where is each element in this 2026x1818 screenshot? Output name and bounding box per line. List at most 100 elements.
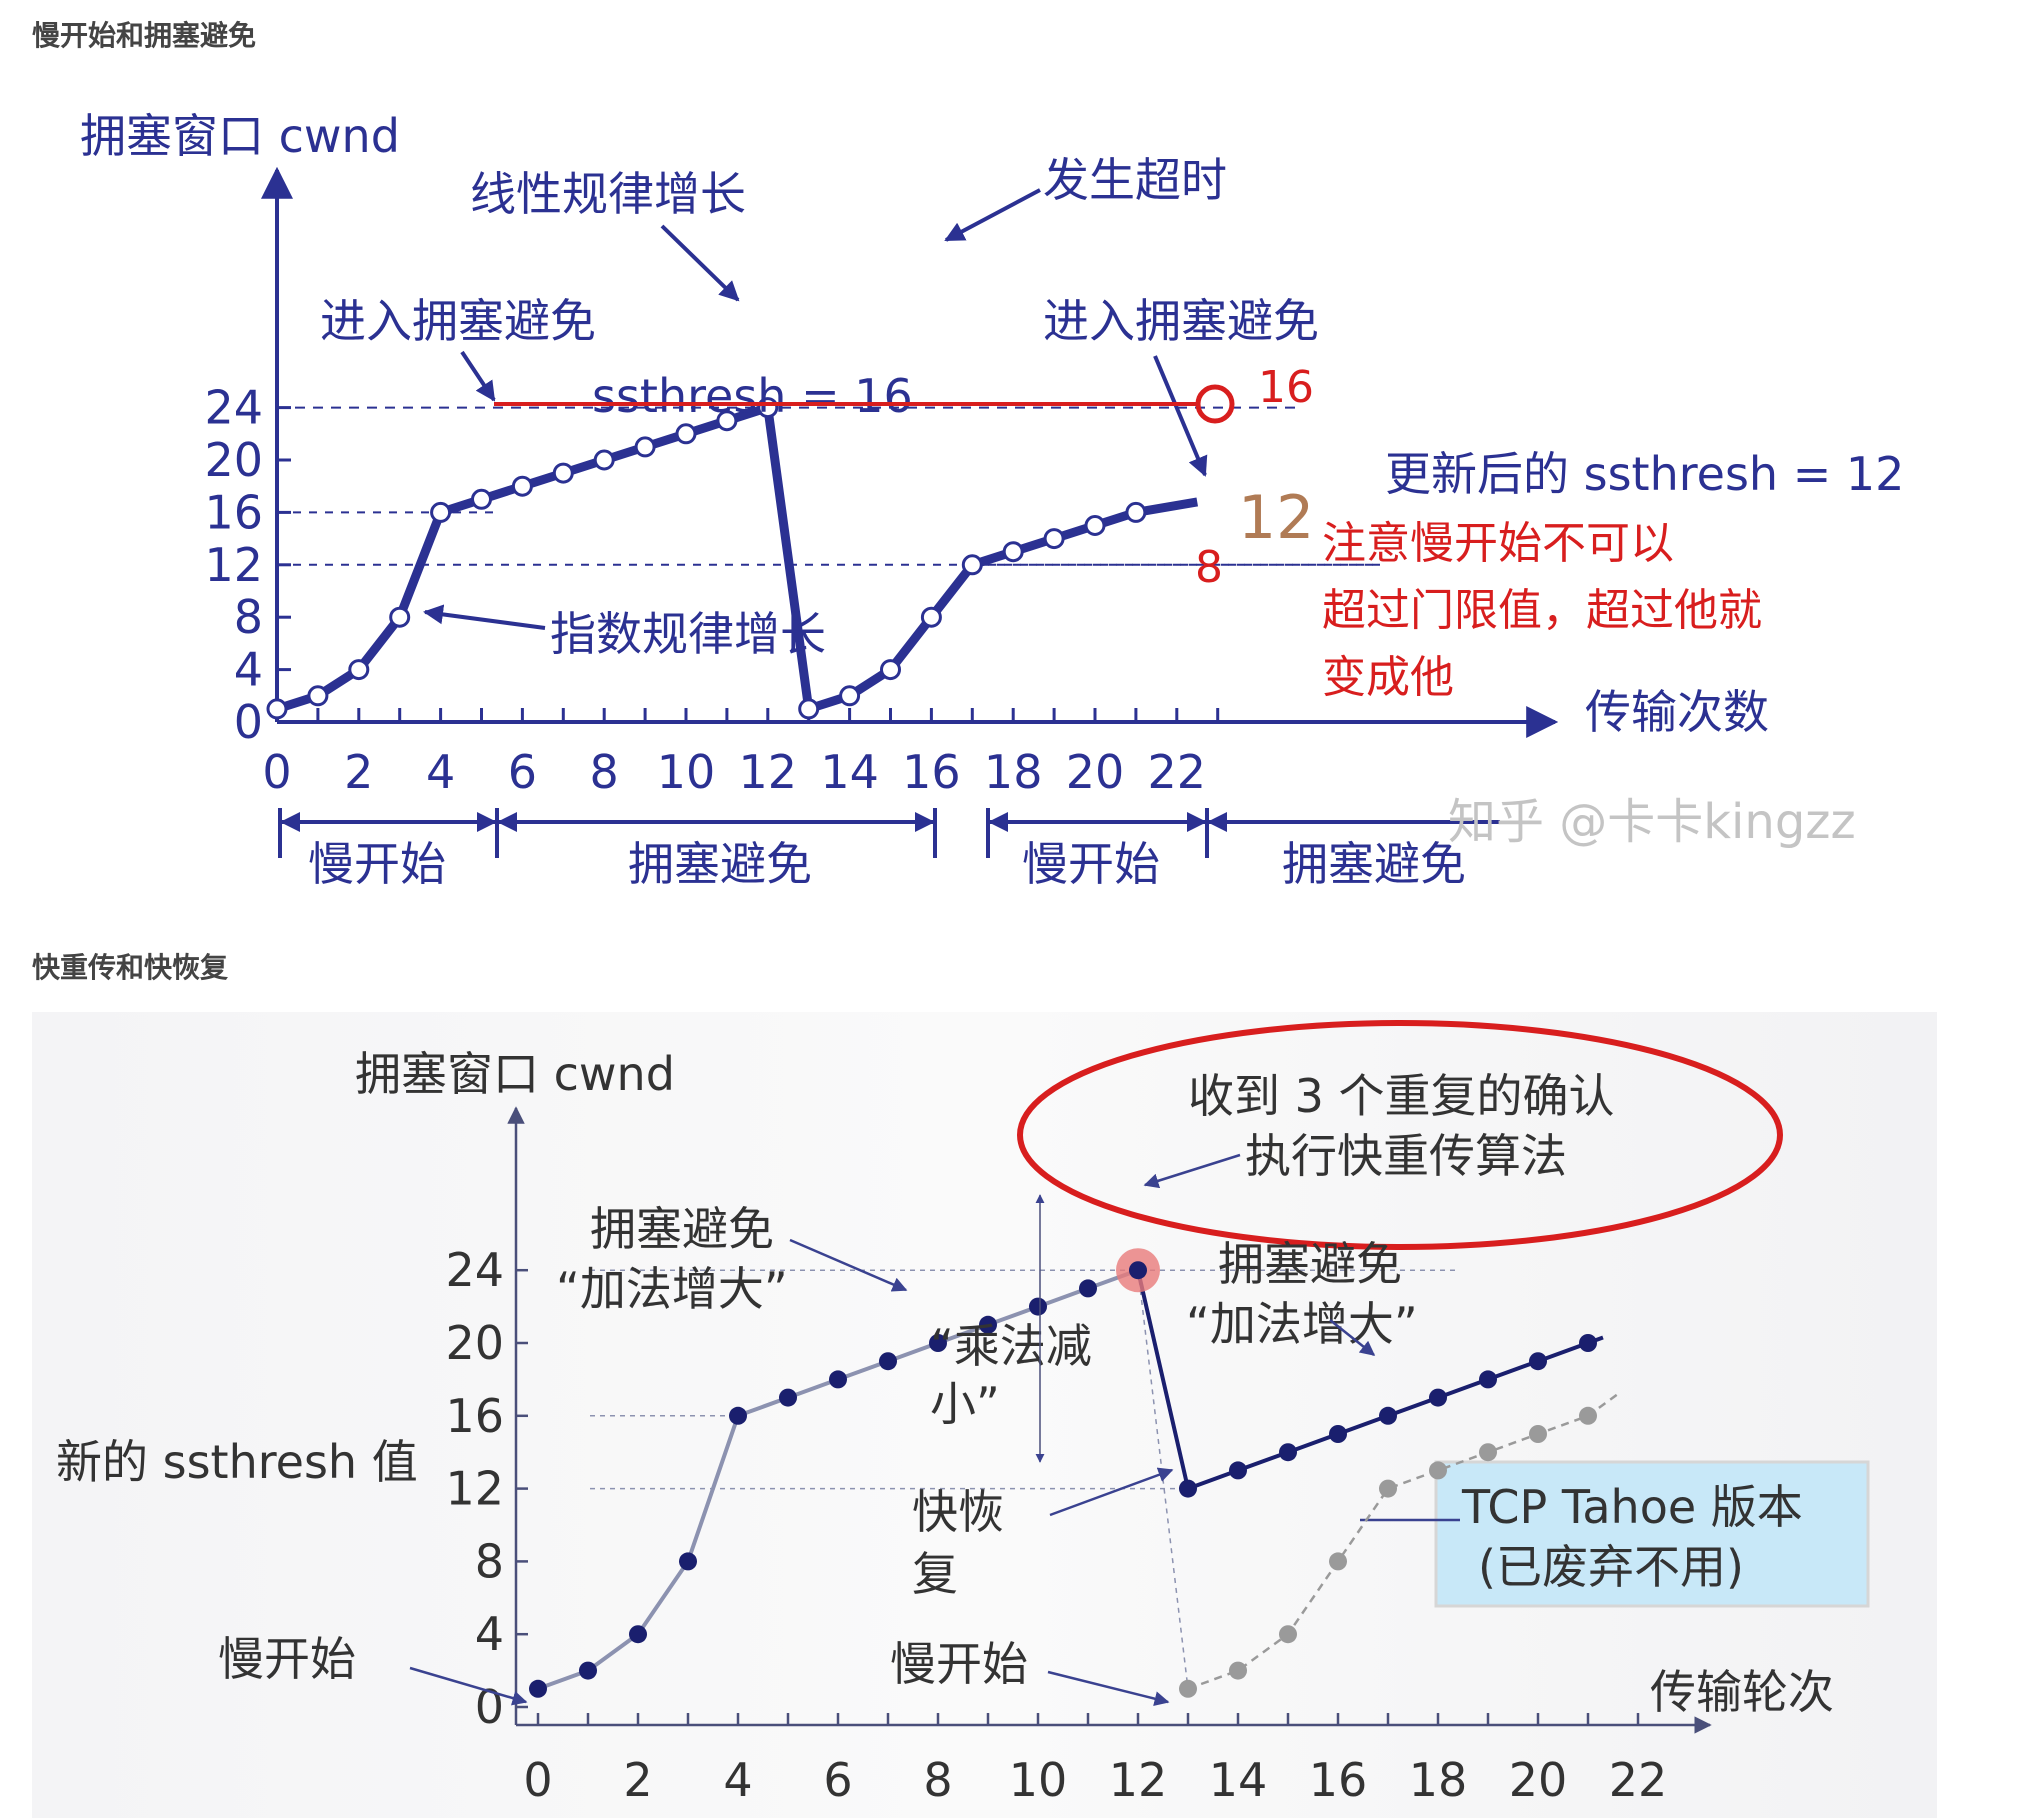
data-point-2 [829, 1370, 847, 1389]
x-tick-label-2: 12 [1109, 1753, 1168, 1807]
three-dup-label-2: 执行快重传算法 [1245, 1129, 1567, 1183]
ca-right-arrow [1329, 1319, 1376, 1356]
data-point-2 [579, 1661, 597, 1680]
x-axis-label-2: 传输轮次 [1650, 1665, 1834, 1719]
note-line-2: 超过门限值，超过他就 [1322, 585, 1762, 636]
data-point [920, 606, 942, 628]
mult-decrease-label-1: “乘法减 [930, 1319, 1092, 1373]
data-point-2 [629, 1625, 647, 1644]
tahoe-point [1179, 1679, 1197, 1698]
x-tick-label: 10 [657, 745, 716, 799]
data-point-3 [1479, 1370, 1497, 1389]
enter-ca-label-1: 进入拥塞避免 [320, 294, 596, 348]
tahoe-label-1: TCP Tahoe 版本 [1461, 1480, 1803, 1534]
data-point [1084, 515, 1106, 536]
y-tick-label: 4 [234, 643, 263, 697]
x-tick-label-2: 6 [823, 1753, 852, 1807]
watermark: 知乎 @卡卡kingzz [1448, 794, 1856, 850]
slow-start-left-label: 慢开始 [218, 1632, 356, 1686]
y-tick-label-2: 12 [445, 1462, 504, 1516]
tahoe-point [1229, 1661, 1247, 1680]
x-tick-label-2: 10 [1009, 1753, 1068, 1807]
timeout-arrow [944, 188, 1041, 242]
ca-right-label-1: 拥塞避免 [1218, 1237, 1402, 1291]
red-label-8: 8 [1195, 542, 1223, 593]
data-point [839, 685, 861, 707]
y-tick-label-2: 4 [475, 1607, 504, 1661]
y-tick-label: 0 [234, 695, 263, 749]
x-tick-label: 14 [820, 745, 879, 799]
enter-ca-arrow-1 [460, 350, 496, 402]
x-tick-label: 22 [1148, 745, 1207, 799]
y-axis-label-2: 拥塞窗口 cwnd [355, 1047, 675, 1101]
data-point [266, 698, 288, 720]
data-point-2 [929, 1334, 947, 1352]
data-point [1125, 501, 1147, 523]
ca-left-label-1: 拥塞避免 [590, 1202, 774, 1256]
tahoe-point [1329, 1552, 1347, 1571]
data-point-3 [1279, 1443, 1297, 1462]
x-tick-label: 20 [1066, 745, 1125, 799]
note-line-1: 注意慢开始不可以 [1322, 518, 1674, 569]
data-point-3 [1379, 1406, 1397, 1425]
data-point [716, 410, 738, 432]
data-point [307, 685, 329, 707]
x-tick-label-2: 4 [723, 1753, 752, 1807]
data-point-2 [729, 1406, 747, 1425]
slow-start-left-arrow [409, 1666, 528, 1706]
tahoe-line [1187, 1392, 1619, 1690]
slow-start-right-label: 慢开始 [890, 1637, 1028, 1691]
data-point [634, 436, 656, 458]
data-point-2 [879, 1352, 897, 1371]
ssthresh-label: ssthresh = 16 [592, 369, 913, 423]
data-point-3 [1329, 1425, 1347, 1443]
data-point-2 [529, 1679, 547, 1698]
x-tick-label: 8 [590, 745, 619, 799]
data-point-2 [1079, 1279, 1097, 1298]
tahoe-box [1434, 1460, 1870, 1608]
tahoe-point [1429, 1461, 1447, 1480]
phase-congestion-avoidance-2: 拥塞避免 [1282, 837, 1466, 891]
x-tick-label-2: 2 [623, 1753, 652, 1807]
data-point [798, 698, 820, 720]
data-point-3 [1579, 1334, 1597, 1352]
new-ssthresh-label: 更新后的 ssthresh = 12 [1385, 447, 1904, 501]
ca-right-label-2: “加法增大” [1186, 1297, 1418, 1351]
tahoe-label-2: (已废弃不用) [1478, 1540, 1744, 1594]
x-tick-label-2: 16 [1309, 1753, 1368, 1807]
new-ssthresh-label-2: 新的 ssthresh 值 [56, 1435, 418, 1489]
phase-brackets [278, 808, 1500, 858]
data-point [348, 659, 370, 681]
y-axis-label: 拥塞窗口 cwnd [80, 109, 400, 163]
x-tick-label-2: 0 [523, 1753, 552, 1807]
fast-recovery-label-2: 复 [912, 1547, 958, 1601]
data-point-2 [1129, 1261, 1147, 1280]
y-tick-label: 24 [204, 381, 263, 435]
data-point-2 [779, 1388, 797, 1407]
x-tick-label-2: 18 [1409, 1753, 1468, 1807]
data-point [430, 501, 452, 523]
data-point-3 [1229, 1461, 1247, 1480]
y-tick-label: 16 [204, 485, 263, 539]
data-point [675, 423, 697, 445]
x-tick-label: 2 [344, 745, 373, 799]
highlight-ellipse [1017, 1020, 1783, 1250]
timeout-label: 发生超时 [1043, 153, 1227, 207]
fast-recovery-label-1: 快恢 [912, 1485, 1004, 1539]
x-tick-label: 0 [262, 745, 291, 799]
x-tick-label: 6 [508, 745, 537, 799]
exp-arrow [423, 604, 546, 630]
fast-recovery-arrow [1049, 1467, 1174, 1517]
linear-growth-label: 线性规律增长 [470, 167, 746, 221]
data-point-3 [1429, 1388, 1447, 1407]
enter-ca-label-2: 进入拥塞避免 [1043, 294, 1319, 348]
data-point-2 [1029, 1297, 1047, 1316]
three-dup-arrow [1143, 1153, 1241, 1189]
slow-start-right-arrow [1047, 1670, 1170, 1707]
section-heading-fast-retransmit: 快重传和快恢复 [32, 951, 229, 984]
x-tick-label: 18 [984, 745, 1043, 799]
mult-decrease-label-2: 小” [930, 1377, 1000, 1431]
red-circle-marker [1195, 384, 1235, 424]
